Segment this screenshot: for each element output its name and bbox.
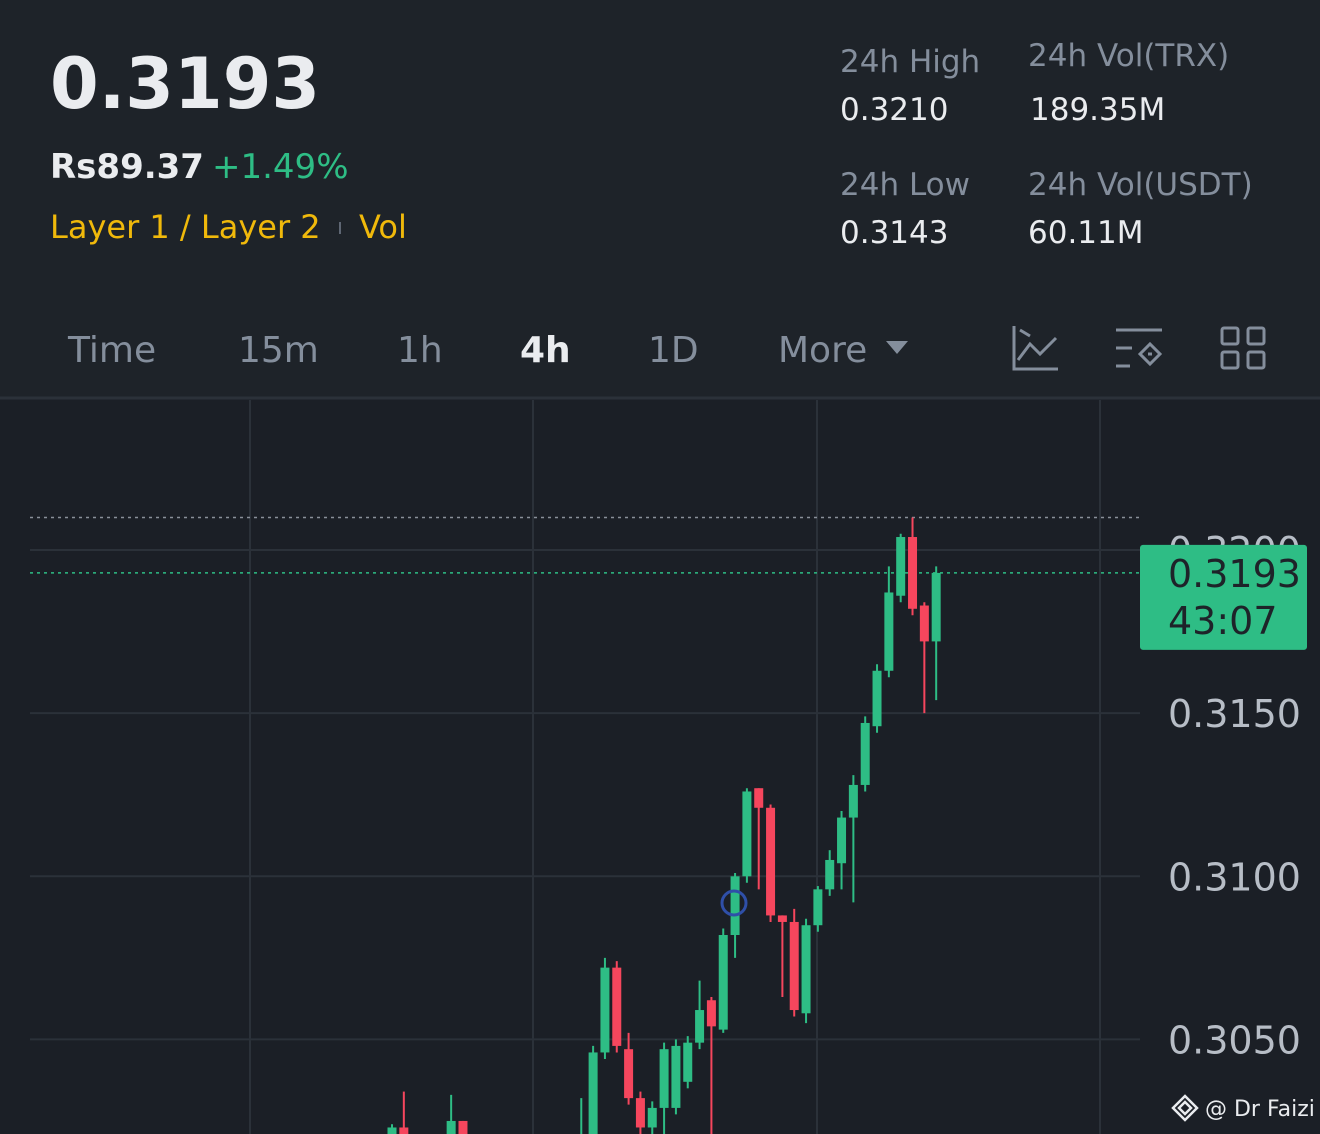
tab[interactable]: More [778,330,867,371]
layout-icon [1246,350,1266,370]
tag[interactable]: Layer 1 / Layer 2 [50,208,321,246]
candle-body [387,1127,397,1134]
candle-body [825,859,835,890]
stat-label: 24h High [840,44,980,80]
candle-body [706,1000,716,1027]
tab-bar: Time 15m 1h 4h 1D More [67,330,867,371]
candle-body [635,1098,645,1128]
tag[interactable]: Vol [359,208,407,246]
indicator-icon[interactable] [1012,326,1058,371]
candle-body [659,1049,669,1108]
candle-body [624,1049,634,1099]
watermark-logo [1171,1094,1199,1122]
candle-body [399,1127,409,1134]
candles [387,517,941,1134]
y-tick-label: 0.3050 [1168,1018,1301,1062]
price-tag-countdown: 43:07 [1168,599,1278,643]
candle-body [801,925,811,1014]
chart-background [0,398,1320,1134]
candle-body [695,1010,705,1043]
candle-body [718,935,728,1030]
candle-body [884,592,894,671]
candle-body [777,915,787,922]
tab[interactable]: Time [67,330,156,371]
price-tag-value: 0.3193 [1168,552,1301,596]
stat-value: 60.11M [1028,215,1144,251]
fiat-price: Rs89.37 [50,147,204,187]
candle-body [683,1042,693,1082]
price-tag [1140,544,1307,650]
dropdown-arrow[interactable] [886,341,908,354]
price: 0.3193 [50,43,320,125]
candle-body [588,1052,598,1134]
candle-body [612,967,622,1046]
candle-body [671,1045,681,1108]
candle-body [742,791,752,877]
layout-icon[interactable] [1220,326,1240,346]
settings-icon[interactable] [1116,328,1163,368]
stat-label: 24h Vol(USDT) [1028,167,1253,203]
stat-value: 0.3143 [840,215,948,251]
candle-body [848,784,858,818]
candle-body [789,921,799,1011]
candle-body [931,572,941,642]
tab[interactable]: 1h [397,330,443,371]
stat-value: 0.3210 [840,92,948,128]
candle-body [896,537,906,596]
stat-value: 189.35M [1030,92,1165,128]
candle-body [458,1120,468,1134]
stat-label: 24h Vol(TRX) [1028,38,1229,74]
cursor-marker [720,889,748,917]
y-tick-label: 0.3100 [1168,855,1301,899]
candle-body [730,876,740,936]
layout-icon [1246,326,1266,346]
toolbar-icons [1012,326,1266,371]
candle-body [813,889,823,926]
candle-body [908,537,918,609]
tab[interactable]: 1D [648,330,699,371]
candle-body [919,605,929,642]
tab[interactable]: 4h [520,330,571,371]
tab[interactable]: 15m [238,330,319,371]
candle-body [766,807,776,916]
candle-body [860,722,870,785]
y-tick-label: 0.3150 [1168,692,1301,736]
vertical-grid [249,400,1101,1134]
candle-body [837,817,847,864]
candle-body [647,1107,657,1128]
candle-body [754,788,764,808]
layout-icon [1220,350,1240,370]
watermark: @ Dr Faizi [1205,1097,1315,1122]
candle-body [446,1120,456,1134]
candle-body [600,967,610,1053]
change: +1.49% [212,147,349,187]
stat-label: 24h Low [840,167,970,203]
candle-body [872,670,882,727]
